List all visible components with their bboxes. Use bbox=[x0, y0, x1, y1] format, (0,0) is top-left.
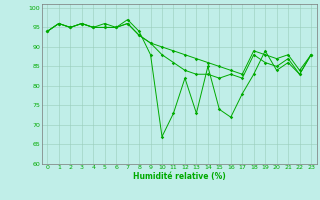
X-axis label: Humidité relative (%): Humidité relative (%) bbox=[133, 172, 226, 181]
